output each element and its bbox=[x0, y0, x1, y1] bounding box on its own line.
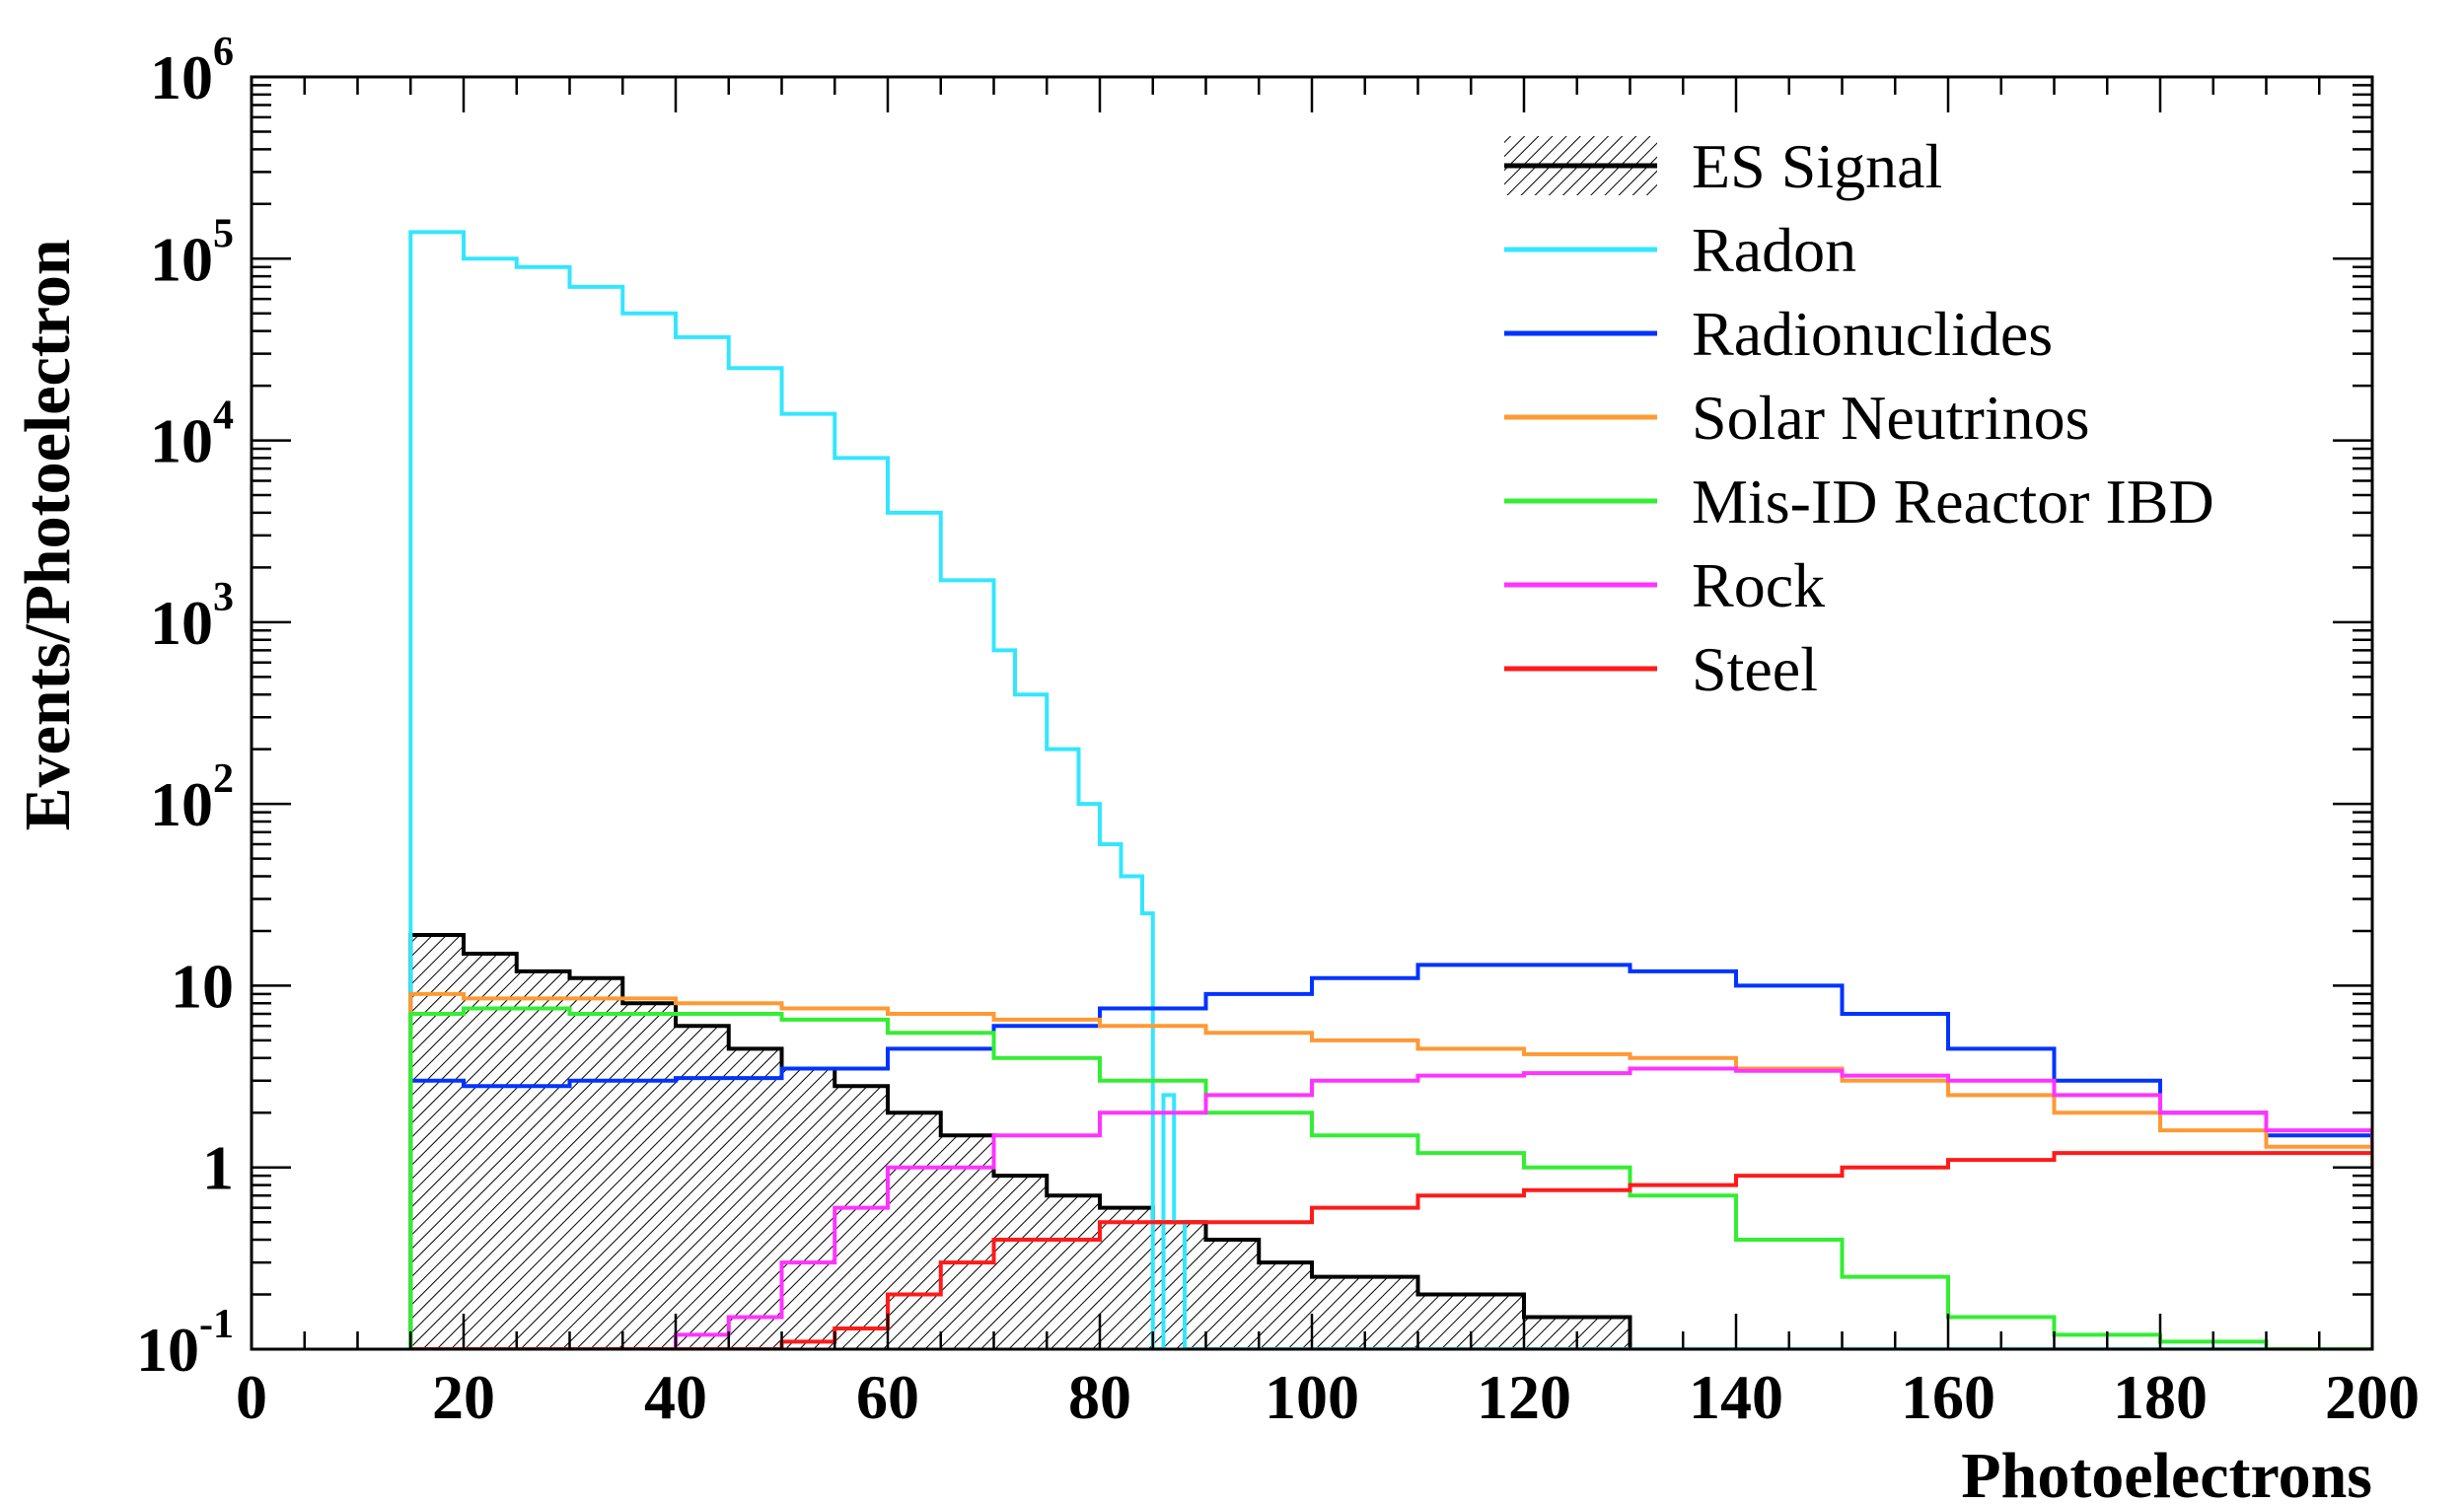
legend-item: Rock bbox=[1504, 550, 1825, 620]
legend-item: Radon bbox=[1504, 215, 1856, 285]
series-line bbox=[410, 1066, 2372, 1349]
legend-label: ES Signal bbox=[1692, 131, 1942, 201]
x-tick-label: 0 bbox=[236, 1362, 267, 1432]
series-fill bbox=[410, 935, 1651, 1349]
legend-item: ES Signal bbox=[1504, 131, 1942, 201]
y-tick-base: 10 bbox=[150, 224, 213, 294]
x-tick-label: 120 bbox=[1477, 1362, 1571, 1432]
x-tick-label: 180 bbox=[2113, 1362, 2208, 1432]
series-line bbox=[408, 933, 1651, 1349]
legend-label: Radionuclides bbox=[1692, 299, 2053, 369]
y-axis-title: Events/Photoelectron bbox=[12, 239, 84, 830]
legend-item: Mis-ID Reactor IBD bbox=[1504, 466, 2214, 537]
x-tick-label: 40 bbox=[644, 1362, 707, 1432]
legend-item: Steel bbox=[1504, 634, 1818, 704]
y-tick-label: 105 bbox=[150, 211, 234, 294]
y-tick-exponent: 3 bbox=[213, 575, 234, 620]
series-line bbox=[408, 991, 2372, 1349]
x-tick-label: 60 bbox=[856, 1362, 919, 1432]
x-tick-label: 140 bbox=[1689, 1362, 1783, 1432]
y-tick-label: 106 bbox=[150, 30, 234, 112]
y-tick-base: 10 bbox=[150, 42, 213, 112]
series-line bbox=[408, 230, 2372, 1349]
series-line bbox=[408, 1006, 2372, 1349]
y-tick-label: 10-1 bbox=[136, 1302, 234, 1385]
legend-label: Radon bbox=[1692, 215, 1856, 285]
series-line bbox=[410, 1151, 2372, 1349]
y-tick-label: 103 bbox=[150, 575, 234, 658]
series-layer bbox=[408, 230, 2372, 1349]
y-tick-base: 1 bbox=[202, 1133, 234, 1203]
x-tick-label: 200 bbox=[2325, 1362, 2420, 1432]
y-tick-base: 10 bbox=[150, 406, 213, 476]
legend-label: Steel bbox=[1692, 634, 1818, 704]
x-tick-label: 160 bbox=[1901, 1362, 1995, 1432]
y-tick-base: 10 bbox=[150, 588, 213, 658]
y-tick-base: 10 bbox=[150, 769, 213, 839]
x-axis: 0 20 40 60 80 100 120 140 160 180 200 bbox=[236, 77, 2420, 1432]
x-axis-title: Photoelectrons bbox=[1961, 1440, 2372, 1505]
y-tick-exponent: -1 bbox=[199, 1302, 234, 1347]
legend-item: Radionuclides bbox=[1504, 299, 2053, 369]
legend-label: Solar Neutrinos bbox=[1692, 383, 2090, 453]
y-tick-label: 104 bbox=[150, 394, 234, 476]
y-tick-label: 10 bbox=[171, 951, 234, 1021]
y-tick-label: 102 bbox=[150, 756, 234, 839]
y-tick-label: 1 bbox=[202, 1133, 234, 1203]
x-tick-label: 80 bbox=[1068, 1362, 1131, 1432]
y-tick-exponent: 6 bbox=[213, 30, 234, 75]
legend-label: Rock bbox=[1692, 550, 1825, 620]
legend-item: Solar Neutrinos bbox=[1504, 383, 2090, 453]
y-tick-exponent: 2 bbox=[213, 756, 234, 802]
series-line bbox=[408, 963, 2372, 1349]
y-tick-exponent: 5 bbox=[213, 211, 234, 256]
legend: ES Signal Radon Radionuclides Solar Neutrin… bbox=[1504, 131, 2214, 704]
y-tick-exponent: 4 bbox=[213, 394, 234, 439]
legend-label: Mis-ID Reactor IBD bbox=[1692, 466, 2214, 537]
y-tick-base: 10 bbox=[171, 951, 234, 1021]
x-tick-label: 100 bbox=[1265, 1362, 1359, 1432]
x-tick-label: 20 bbox=[432, 1362, 495, 1432]
y-tick-base: 10 bbox=[136, 1315, 199, 1385]
